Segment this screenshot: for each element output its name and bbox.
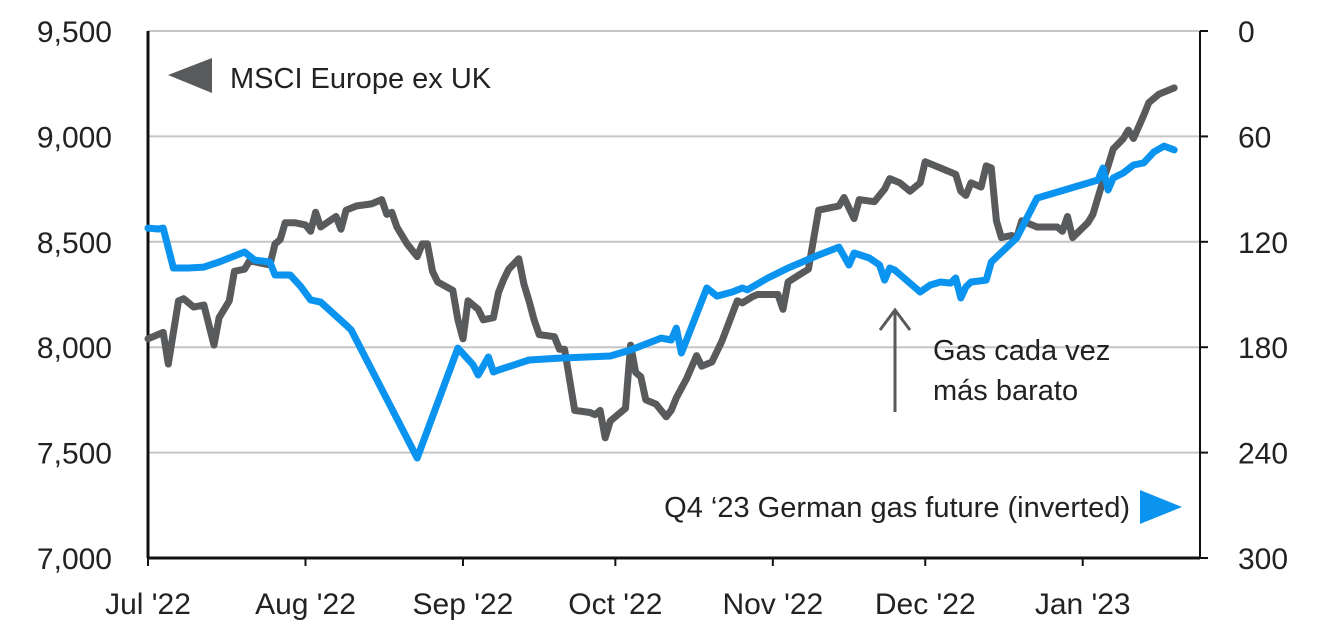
right-tick-label: 60 [1238, 121, 1271, 154]
x-tick-label: Dec '22 [875, 588, 976, 621]
right-tick-label: 180 [1238, 332, 1288, 365]
x-tick-label: Sep '22 [413, 588, 514, 621]
left-tick-label: 7,000 [37, 543, 112, 576]
left-tick-label: 9,000 [37, 121, 112, 154]
legend-msci-label: MSCI Europe ex UK [230, 63, 492, 95]
right-tick-label: 300 [1238, 543, 1288, 576]
x-tick-label: Jan '23 [1035, 588, 1131, 621]
left-triangle-icon [168, 58, 212, 93]
arrow-head [878, 307, 912, 331]
axes [146, 31, 1201, 560]
right-tick-label: 0 [1238, 16, 1255, 49]
legend-gas: Q4 ‘23 German gas future (inverted) [664, 490, 1182, 524]
right-tick-label: 240 [1238, 438, 1288, 471]
right-tick-label: 120 [1238, 227, 1288, 260]
right-triangle-icon [1140, 490, 1182, 524]
x-tick-label: Aug '22 [255, 588, 356, 621]
left-axis-ticks: 7,000 7,500 8,000 8,500 9,000 9,500 [37, 16, 112, 576]
left-tick-label: 8,500 [37, 227, 112, 260]
msci-europe-line [144, 84, 1178, 442]
left-tick-label: 8,000 [37, 332, 112, 365]
annotation-gas-cheaper: Gas cada vez más barato [878, 307, 1110, 412]
annotation-line-2: más barato [933, 375, 1078, 407]
series-lines [144, 84, 1178, 462]
gas-future-line [144, 142, 1178, 462]
x-tick-label: Nov '22 [722, 588, 823, 621]
x-tick-label: Oct '22 [568, 588, 662, 621]
gridlines [148, 30, 1200, 454]
annotation-line-1: Gas cada vez [933, 335, 1110, 367]
legend-msci: MSCI Europe ex UK [168, 58, 492, 95]
x-axis-ticks: Jul '22 Aug '22 Sep '22 Oct '22 Nov '22 Dec '… [105, 558, 1131, 621]
left-tick-label: 7,500 [37, 438, 112, 471]
right-axis-ticks: 0 60 120 180 240 300 [1200, 16, 1288, 576]
x-tick-label: Jul '22 [105, 588, 191, 621]
legend-gas-label: Q4 ‘23 German gas future (inverted) [664, 492, 1130, 524]
left-tick-label: 9,500 [37, 16, 112, 49]
